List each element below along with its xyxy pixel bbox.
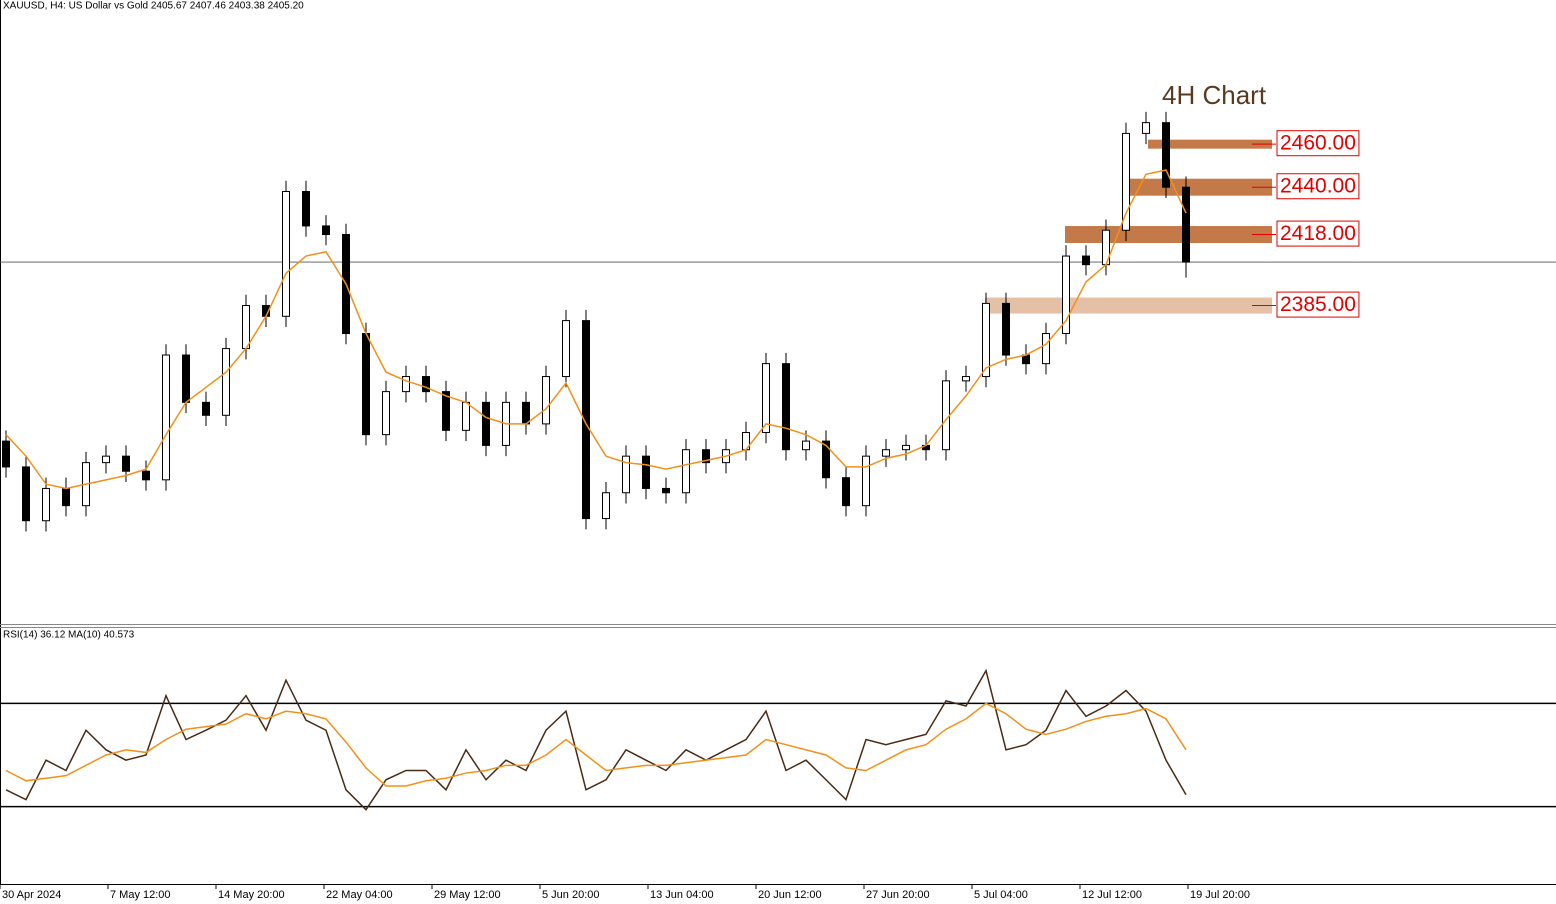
x-tick-label: 14 May 20:00 bbox=[218, 889, 285, 901]
level-label-box bbox=[1276, 220, 1360, 247]
candle-body bbox=[1142, 122, 1150, 134]
x-tick-label: 7 May 12:00 bbox=[110, 889, 171, 901]
x-tick-label: 5 Jul 04:00 bbox=[974, 889, 1028, 901]
candle-body bbox=[362, 333, 370, 436]
candle-body bbox=[642, 455, 650, 489]
candle-body bbox=[482, 401, 490, 446]
candle-body bbox=[282, 191, 290, 317]
candle-body bbox=[162, 354, 170, 481]
level-zone bbox=[985, 297, 1272, 314]
level-label: 2418.00 bbox=[1280, 222, 1356, 245]
x-tick-label: 13 Jun 04:00 bbox=[650, 889, 714, 901]
indicator-line bbox=[5, 702, 1187, 787]
candle-body bbox=[122, 455, 130, 472]
candle-body bbox=[1182, 186, 1190, 263]
level-label: 2440.00 bbox=[1280, 175, 1356, 198]
candle-body bbox=[2, 440, 10, 468]
indicator-line bbox=[5, 668, 1187, 811]
candle-body bbox=[182, 354, 190, 403]
candle-body bbox=[402, 376, 410, 393]
candle-body bbox=[702, 449, 710, 464]
candle-body bbox=[462, 401, 470, 431]
candle-body bbox=[762, 363, 770, 433]
x-tick-label: 22 May 04:00 bbox=[326, 889, 393, 901]
x-tick-label: 29 May 12:00 bbox=[434, 889, 501, 901]
candle-body bbox=[202, 401, 210, 416]
candle-body bbox=[602, 492, 610, 520]
candle-body bbox=[1062, 255, 1070, 335]
candle-body bbox=[102, 455, 110, 464]
candle-body bbox=[1082, 255, 1090, 266]
candle-body bbox=[862, 455, 870, 507]
candle-body bbox=[622, 455, 630, 494]
candle-body bbox=[822, 440, 830, 479]
candle-body bbox=[782, 363, 790, 451]
candle-body bbox=[62, 487, 70, 507]
moving-average bbox=[5, 169, 1187, 490]
candle-body bbox=[1162, 122, 1170, 188]
candle-body bbox=[902, 444, 910, 451]
x-tick-label: 20 Jun 12:00 bbox=[758, 889, 822, 901]
candle-body bbox=[562, 320, 570, 378]
candle-body bbox=[1002, 302, 1010, 356]
candle-body bbox=[442, 391, 450, 431]
candle-body bbox=[942, 380, 950, 451]
candle-body bbox=[42, 487, 50, 522]
candle-body bbox=[682, 449, 690, 494]
candle-body bbox=[662, 487, 670, 494]
candle-body bbox=[382, 391, 390, 436]
candle-body bbox=[22, 466, 30, 522]
candle-body bbox=[582, 320, 590, 520]
candle-body bbox=[522, 401, 530, 425]
level-zone bbox=[1122, 178, 1272, 196]
level-label: 2460.00 bbox=[1280, 132, 1356, 155]
level-zone bbox=[1148, 139, 1272, 149]
candle-body bbox=[222, 348, 230, 416]
chart-title: XAUUSD, H4: US Dollar vs Gold 2405.67 24… bbox=[3, 1, 304, 12]
candle-body bbox=[302, 191, 310, 227]
x-tick-label: 12 Jul 12:00 bbox=[1082, 889, 1142, 901]
candle-body bbox=[1042, 333, 1050, 365]
level-label-box bbox=[1276, 173, 1360, 200]
candle-body bbox=[842, 477, 850, 507]
indicator-title: RSI(14) 36.12 MA(10) 40.573 bbox=[3, 630, 135, 641]
level-label-box bbox=[1276, 291, 1360, 318]
annotation: 4H Chart bbox=[1162, 80, 1267, 110]
x-tick-label: 19 Jul 20:00 bbox=[1190, 889, 1250, 901]
candle-body bbox=[982, 302, 990, 378]
candle-body bbox=[322, 225, 330, 236]
candle-body bbox=[802, 440, 810, 451]
candle-body bbox=[142, 470, 150, 481]
candle-body bbox=[422, 376, 430, 393]
level-label-box bbox=[1276, 130, 1360, 157]
candle-body bbox=[1122, 132, 1130, 231]
level-label: 2385.00 bbox=[1280, 293, 1356, 316]
level-zone bbox=[1065, 226, 1272, 244]
candle-body bbox=[542, 376, 550, 425]
candle-body bbox=[242, 305, 250, 350]
candle-body bbox=[962, 376, 970, 382]
x-tick-label: 5 Jun 20:00 bbox=[542, 889, 600, 901]
x-tick-label: 30 Apr 2024 bbox=[2, 889, 61, 901]
candle-body bbox=[882, 449, 890, 457]
x-tick-label: 27 Jun 20:00 bbox=[866, 889, 930, 901]
